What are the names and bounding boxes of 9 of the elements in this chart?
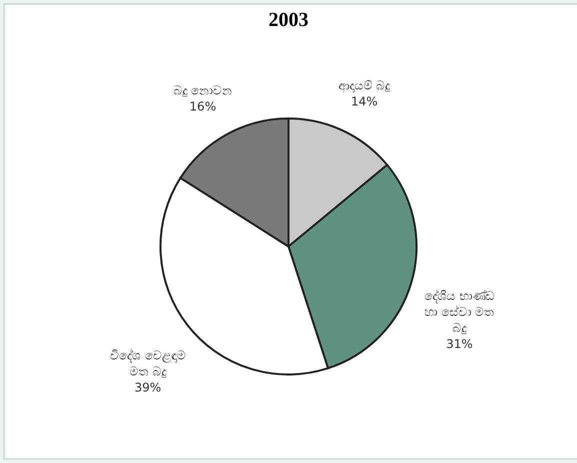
chart-title: 2003	[268, 9, 308, 31]
data-label: 31%	[446, 337, 473, 352]
data-label: 14%	[350, 94, 378, 108]
slice-label: විදේශ වෙළඳාම මත බදු	[110, 348, 186, 379]
slice-label: ආදායම් බදු	[338, 78, 392, 94]
slice-label: දේශීය භාණ්ඩ හා සේවා මත බදු	[424, 289, 494, 336]
data-label: 16%	[189, 100, 216, 114]
data-label: 39%	[134, 380, 162, 395]
slice-label: බදු නොවන	[173, 84, 232, 98]
